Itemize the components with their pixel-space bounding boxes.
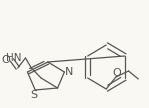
Text: O: O — [112, 68, 121, 78]
Text: O: O — [1, 55, 10, 65]
Text: S: S — [31, 90, 38, 100]
Text: HN: HN — [6, 53, 22, 63]
Text: N: N — [65, 67, 73, 77]
